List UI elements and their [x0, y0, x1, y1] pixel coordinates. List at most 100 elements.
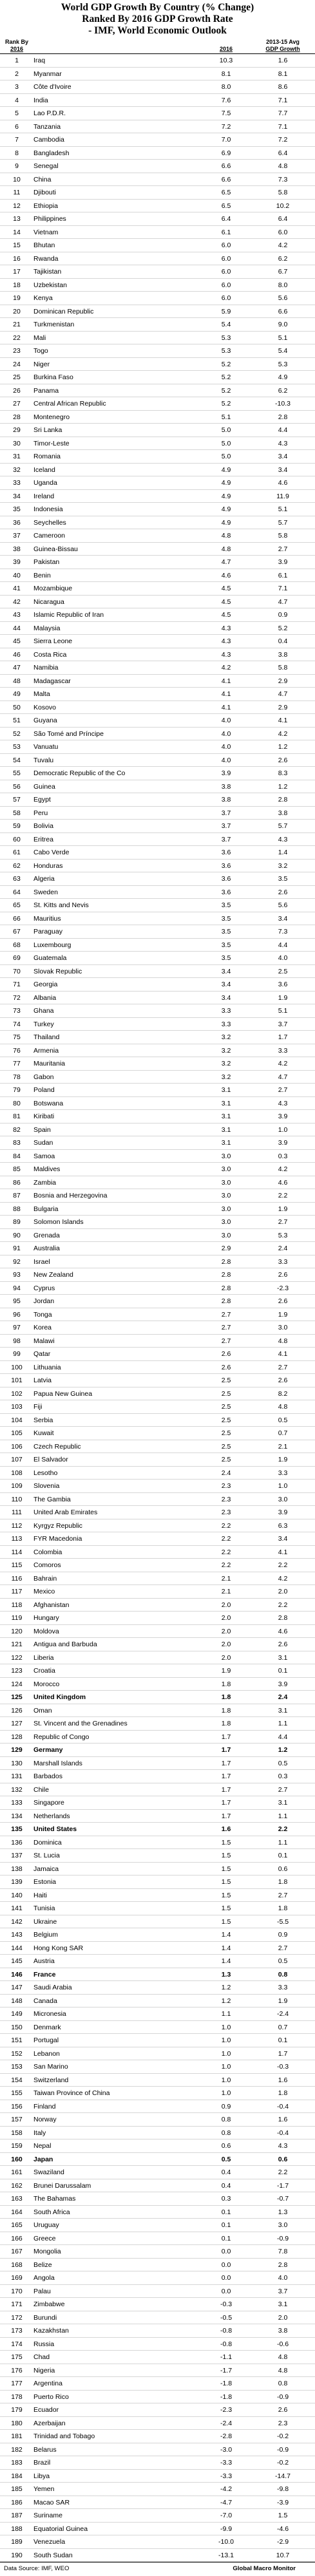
rank-cell: 128	[11, 1733, 23, 1741]
rank-header: Rank By 2016	[3, 39, 31, 53]
growth-avg-cell: 6.2	[278, 254, 288, 263]
rank-cell: 182	[11, 2445, 23, 2454]
growth-2016-cell: 4.7	[221, 558, 231, 566]
growth-avg-cell: 0.8	[278, 1970, 288, 1979]
country-cell: Chad	[33, 2353, 50, 2361]
table-row: 50 Kosovo 4.1 2.9	[0, 701, 315, 714]
growth-avg-cell: 0.9	[278, 1931, 288, 1939]
growth-2016-cell: 1.7	[221, 1746, 231, 1754]
country-cell: Guinea	[33, 782, 55, 791]
rank-cell: 89	[13, 1218, 21, 1226]
growth-avg-cell: 4.2	[278, 1060, 288, 1067]
rank-cell: 141	[11, 1904, 23, 1912]
growth-avg-cell: 6.7	[278, 268, 288, 276]
rank-cell: 4	[15, 96, 19, 104]
country-cell: Netherlands	[33, 1812, 70, 1820]
table-row: 77 Mauritania 3.2 4.2	[0, 1057, 315, 1071]
table-row: 20 Dominican Republic 5.9 6.6	[0, 305, 315, 318]
rank-cell: 36	[13, 518, 21, 527]
growth-2016-cell: 2.1	[221, 1588, 231, 1595]
country-cell: Eritrea	[33, 835, 53, 843]
table-row: 29 Sri Lanka 5.0 4.4	[0, 424, 315, 437]
growth-2016-cell: 3.5	[221, 928, 231, 935]
rank-cell: 48	[13, 677, 21, 685]
table-row: 75 Thailand 3.2 1.7	[0, 1031, 315, 1044]
table-row: 104 Serbia 2.5 0.5	[0, 1414, 315, 1427]
growth-2016-cell: 3.1	[221, 1113, 231, 1120]
country-cell: Serbia	[33, 1416, 53, 1424]
country-cell: Comoros	[33, 1561, 61, 1569]
rank-cell: 164	[11, 2208, 23, 2216]
rank-cell: 65	[13, 901, 21, 909]
rank-cell: 154	[11, 2076, 23, 2084]
table-row: 40 Benin 4.6 6.1	[0, 569, 315, 582]
growth-2016-cell: 4.9	[221, 518, 231, 527]
rank-cell: 85	[13, 1165, 21, 1173]
table-row: 176 Nigeria -1.7 4.8	[0, 2364, 315, 2377]
growth-2016-header: 2016	[219, 46, 233, 52]
growth-2016-cell: 0.0	[221, 2248, 231, 2255]
table-row: 133 Singapore 1.7 3.1	[0, 1796, 315, 1810]
country-cell: Timor-Leste	[33, 439, 70, 447]
rank-cell: 101	[11, 1377, 23, 1384]
table-row: 109 Slovenia 2.3 1.0	[0, 1480, 315, 1493]
growth-avg-cell: -0.9	[276, 2393, 289, 2401]
country-cell: Spain	[33, 1125, 51, 1134]
rank-cell: 102	[11, 1389, 23, 1398]
growth-avg-cell: -14.7	[275, 2472, 291, 2480]
growth-2016-cell: 7.5	[221, 109, 231, 117]
country-cell: Palau	[33, 2287, 51, 2295]
rank-cell: 96	[13, 1310, 21, 1319]
rank-cell: 19	[13, 294, 21, 302]
country-cell: Madagascar	[33, 677, 71, 685]
table-row: 120 Moldova 2.0 4.6	[0, 1625, 315, 1638]
table-row: 175 Chad -1.1 4.8	[0, 2351, 315, 2364]
growth-avg-cell: 5.3	[278, 1231, 288, 1239]
growth-2016-cell: 3.8	[221, 782, 231, 791]
growth-avg-cell: 0.1	[278, 1852, 288, 1859]
country-cell: Macao SAR	[33, 2498, 70, 2506]
table-row: 10 China 6.6 7.3	[0, 173, 315, 186]
table-row: 110 The Gambia 2.3 3.0	[0, 1493, 315, 1506]
country-cell: Zambia	[33, 1178, 57, 1187]
growth-avg-cell: 0.9	[278, 611, 288, 619]
growth-avg-cell: 3.7	[278, 1020, 288, 1028]
rank-cell: 186	[11, 2498, 23, 2506]
table-row: 5 Lao P.D.R. 7.5 7.7	[0, 107, 315, 120]
growth-2016-cell: 5.3	[221, 347, 231, 355]
growth-2016-cell: 1.4	[221, 1957, 231, 1965]
growth-avg-cell: 8.1	[278, 70, 288, 78]
growth-avg-cell: 3.9	[278, 1113, 288, 1120]
country-cell: Botswana	[33, 1099, 64, 1107]
rank-cell: 190	[11, 2551, 23, 2559]
growth-2016-cell: 6.6	[221, 175, 231, 183]
growth-avg-cell: 2.7	[278, 1785, 288, 1794]
table-row: 52 São Tomé and Príncipe 4.0 4.2	[0, 728, 315, 740]
table-row: 186 Macao SAR -4.7 -3.9	[0, 2496, 315, 2509]
country-cell: Bolivia	[33, 822, 53, 830]
country-cell: Trinidad and Tobago	[33, 2432, 95, 2440]
rank-cell: 9	[15, 162, 19, 170]
country-cell: Slovenia	[33, 1482, 60, 1490]
growth-avg-cell: 2.0	[278, 2313, 288, 2322]
table-row: 147 Saudi Arabia 1.2 3.3	[0, 1981, 315, 1995]
rank-cell: 51	[13, 717, 21, 724]
table-row: 138 Jamaica 1.5 0.6	[0, 1863, 315, 1876]
country-cell: Luxembourg	[33, 941, 72, 949]
growth-avg-cell: 4.6	[278, 479, 288, 487]
table-row: 27 Central African Republic 5.2 -10.3	[0, 397, 315, 411]
table-row: 179 Ecuador -2.3 2.6	[0, 2403, 315, 2417]
rank-cell: 6	[15, 122, 19, 131]
country-cell: Bahrain	[33, 1574, 57, 1583]
growth-avg-cell: 6.4	[278, 215, 288, 223]
country-cell: Hong Kong SAR	[33, 1944, 84, 1952]
rank-cell: 139	[11, 1878, 23, 1886]
table-row: 172 Burundi -0.5 2.0	[0, 2311, 315, 2324]
table-row: 24 Niger 5.2 5.3	[0, 358, 315, 371]
rank-cell: 173	[11, 2327, 23, 2335]
table-row: 90 Grenada 3.0 5.3	[0, 1229, 315, 1242]
growth-avg-cell: 0.7	[278, 1429, 288, 1437]
table-row: 58 Peru 3.7 3.8	[0, 807, 315, 820]
rank-cell: 15	[13, 241, 21, 249]
growth-avg-cell: 3.8	[278, 809, 288, 817]
